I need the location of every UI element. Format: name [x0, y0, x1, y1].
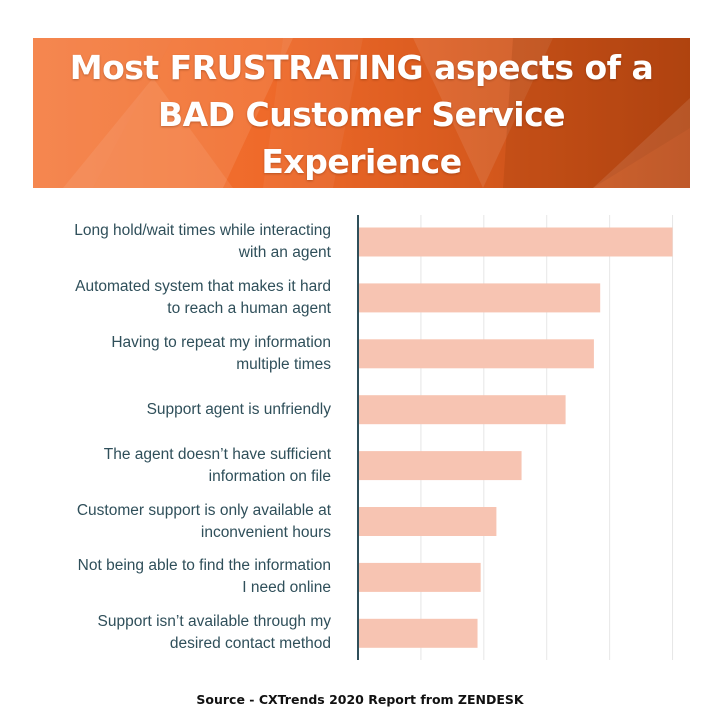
bars — [359, 227, 673, 648]
gridlines — [420, 215, 674, 660]
bar — [359, 227, 673, 257]
category-label-line: Not being able to find the information — [77, 557, 331, 575]
category-label-line: to reach a human agent — [167, 299, 331, 317]
title-banner: Most FRUSTRATING aspects of a BAD Custom… — [33, 38, 690, 188]
bar — [359, 451, 522, 481]
category-label-line: Support agent is unfriendly — [146, 400, 331, 418]
bar — [359, 507, 497, 536]
category-label-line: Customer support is only available at — [76, 501, 331, 519]
category-label-line: with an agent — [238, 244, 331, 261]
category-label-line: I need online — [242, 579, 331, 597]
category-label: Support isn’t available through my desire… — [11, 611, 332, 655]
bar — [359, 339, 594, 369]
title-line-2: BAD Customer Service — [157, 95, 566, 134]
category-label-line: Long hold/wait times while interacting — [74, 222, 331, 239]
category-label-line: inconvenient hours — [200, 523, 331, 541]
category-label-line: The agent doesn’t have sufficient — [103, 445, 331, 463]
category-label: The agent doesn’t have sufficient informa… — [11, 444, 331, 488]
title-line-3: Experience — [261, 142, 462, 181]
bar — [359, 562, 481, 592]
category-label-line: Automated system that makes it hard — [75, 277, 331, 295]
category-label-line: information on file — [208, 467, 331, 485]
category-label: Not being able to find the information I … — [11, 555, 331, 599]
category-label: Having to repeat my information multiple … — [11, 332, 331, 376]
category-label: Support agent is unfriendly — [11, 399, 331, 421]
category-label-line: Having to repeat my information — [111, 333, 331, 351]
bar — [359, 395, 566, 425]
category-label-line: multiple times — [236, 355, 331, 373]
banner-background-facets — [33, 38, 690, 188]
source-note: Source - CXTrends 2020 Report from ZENDE… — [196, 692, 524, 707]
category-label: Customer support is only available at inc… — [11, 500, 331, 544]
category-label-line: Support isn’t available through my — [97, 613, 332, 631]
title-line-1: Most FRUSTRATING aspects of a — [69, 48, 654, 87]
category-label-line: desired contact method — [169, 635, 331, 653]
bar — [359, 283, 601, 313]
chart-title: Most FRUSTRATING aspects of a BAD Custom… — [33, 44, 690, 185]
category-label: Automated system that makes it hard to re… — [11, 276, 331, 320]
category-label: Long hold/wait times while interacting wi… — [11, 220, 331, 264]
bar — [359, 618, 478, 648]
